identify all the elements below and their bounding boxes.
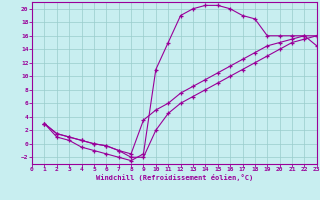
X-axis label: Windchill (Refroidissement éolien,°C): Windchill (Refroidissement éolien,°C): [96, 174, 253, 181]
